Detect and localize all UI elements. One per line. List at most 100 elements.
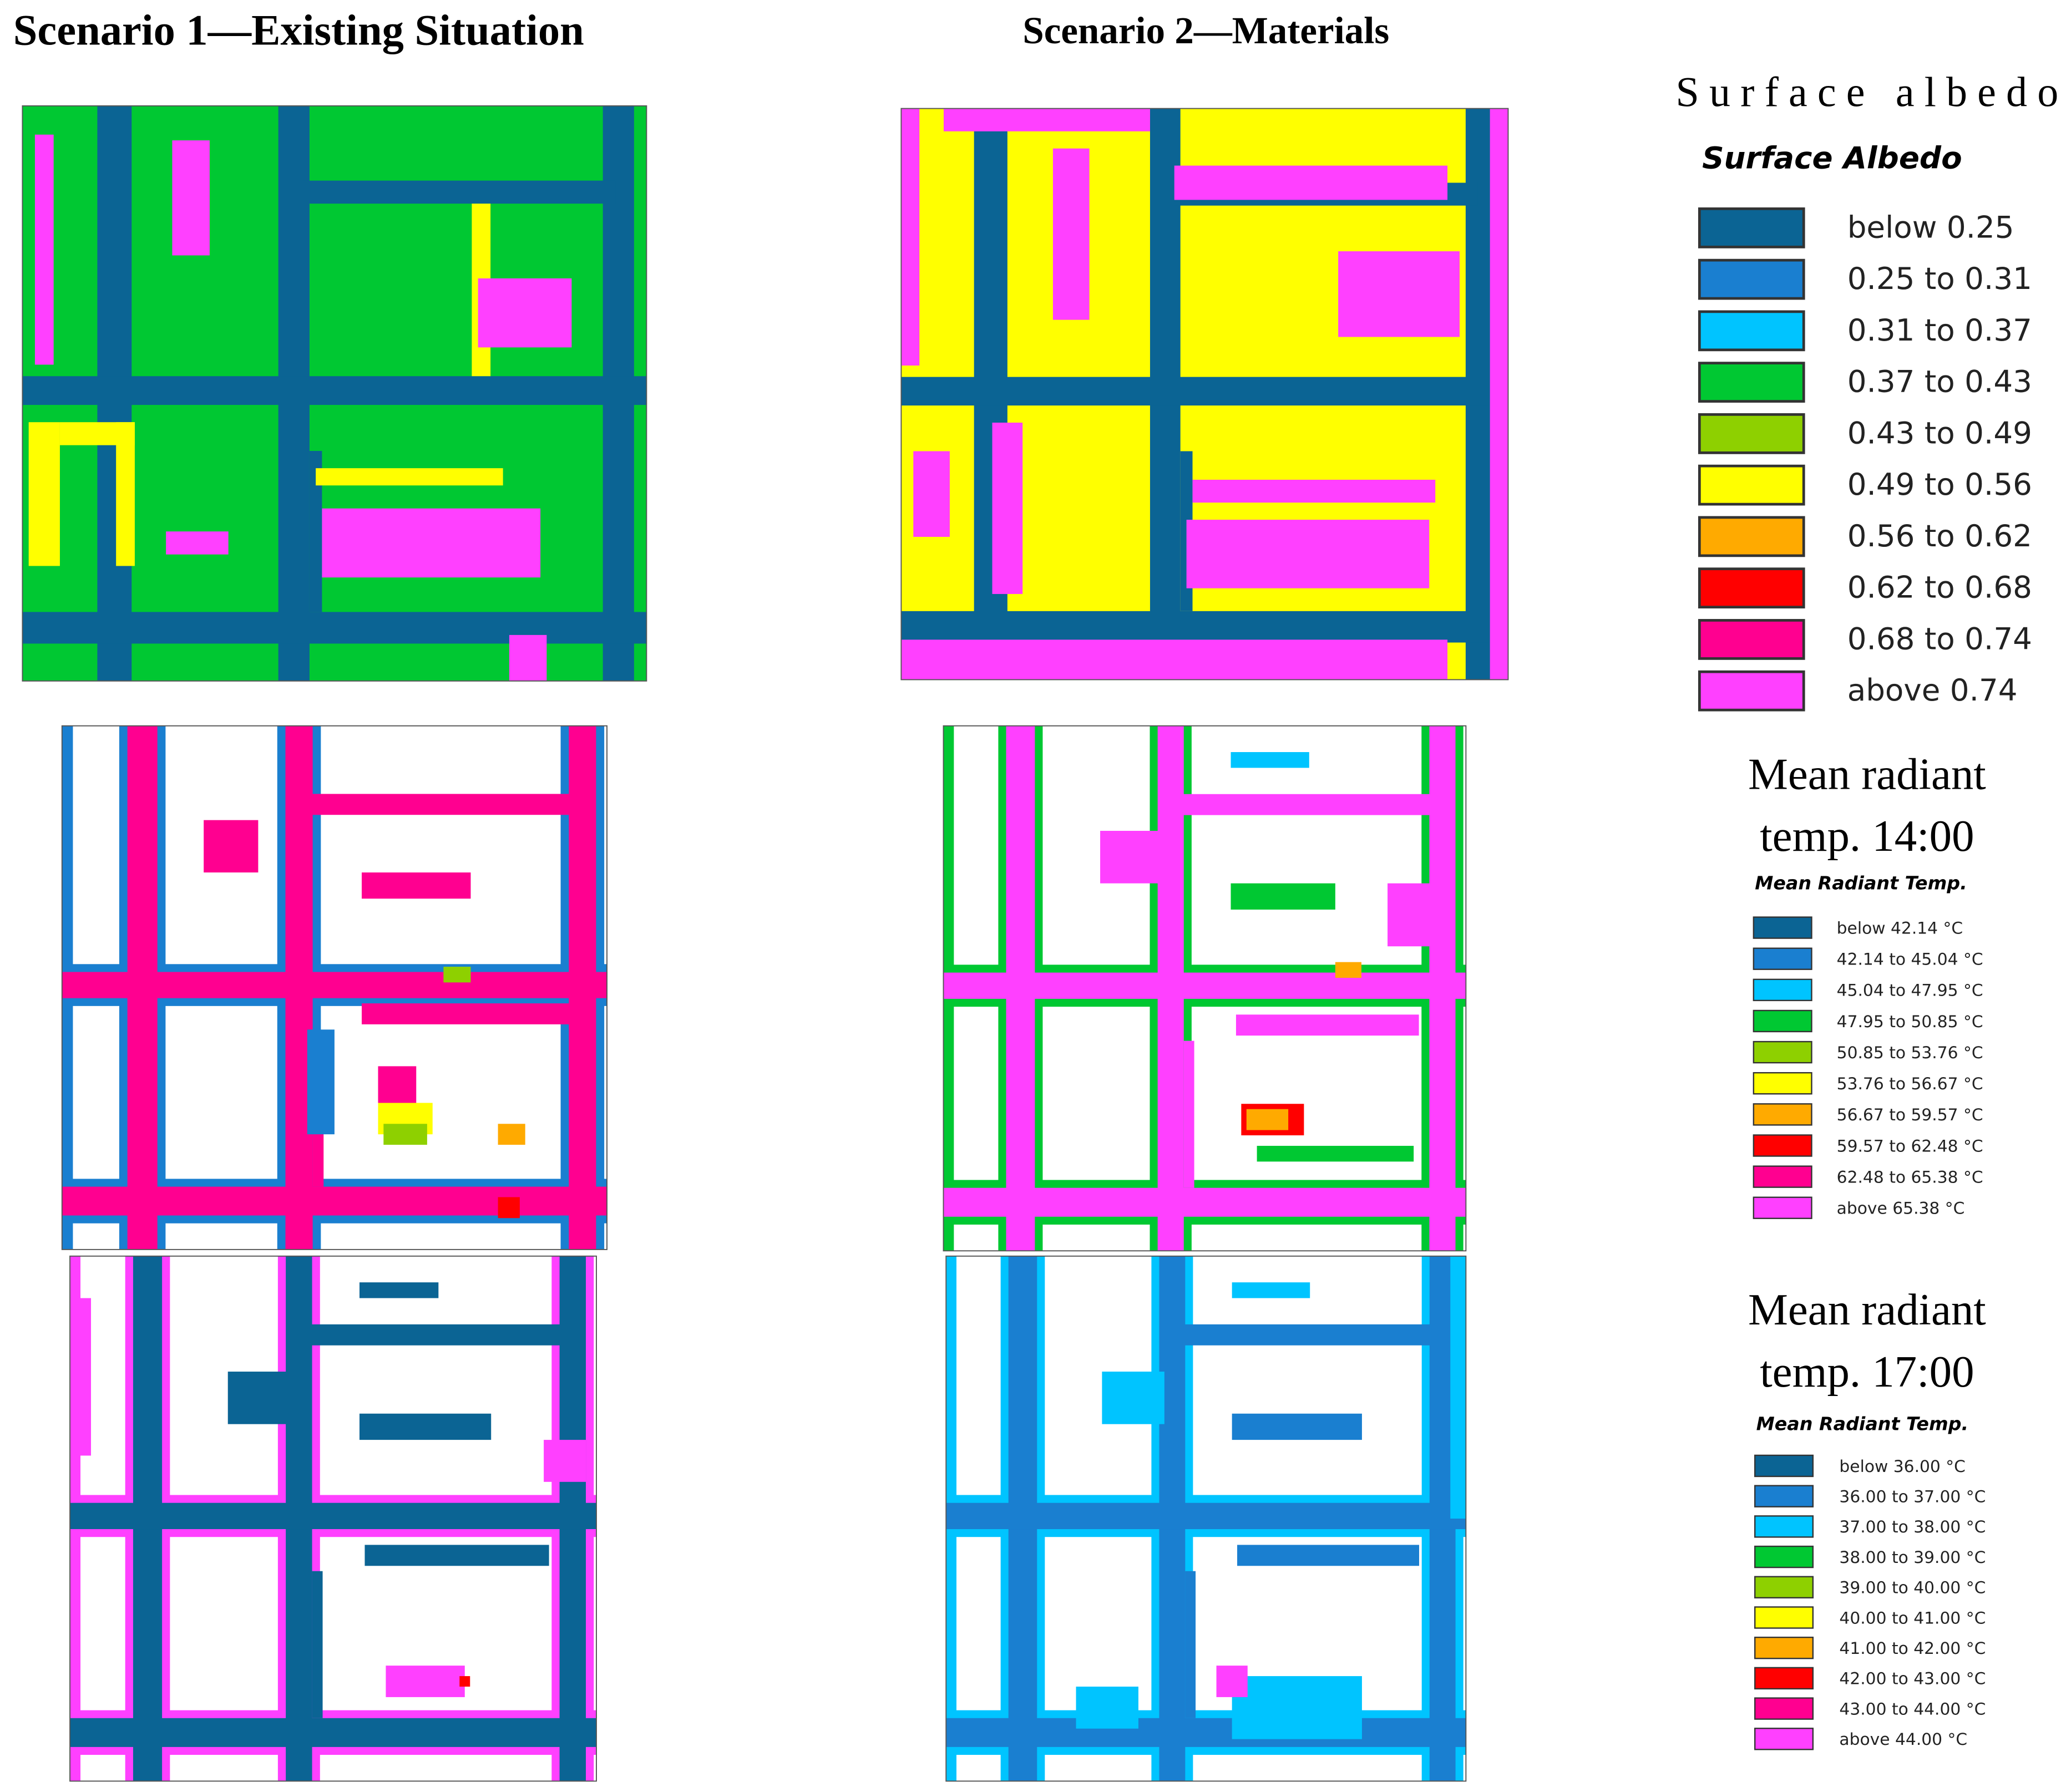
map-patch	[478, 278, 572, 348]
legend-label: 47.95 to 50.85 °C	[1837, 1012, 1983, 1032]
map-patch	[322, 508, 541, 578]
map-patch	[1257, 1145, 1414, 1162]
map-patch	[359, 1282, 439, 1298]
map-patch	[1232, 1413, 1362, 1440]
legend-label: 40.00 to 41.00 °C	[1839, 1608, 1986, 1628]
legend: Surface albedo Surface Albedo below 0.25 0.…	[1676, 69, 2059, 712]
legend-caption: Surface albedo	[1676, 69, 2059, 116]
legend-label: 45.04 to 47.95 °C	[1837, 981, 1983, 1001]
road	[70, 1502, 597, 1530]
map-patch	[1076, 1686, 1139, 1729]
legend-swatch	[1698, 258, 1805, 300]
legend-swatch	[1753, 916, 1812, 939]
legend-swatch	[1754, 1636, 1814, 1659]
legend-label: 0.62 to 0.68	[1847, 570, 2032, 605]
legend-label: below 36.00 °C	[1839, 1457, 1965, 1476]
legend-label: 50.85 to 53.76 °C	[1837, 1043, 1983, 1063]
map-patch	[1246, 1109, 1289, 1130]
legend-label: 42.14 to 45.04 °C	[1837, 950, 1983, 969]
legend-swatch	[1753, 1196, 1812, 1219]
road	[943, 972, 1466, 999]
legend-label: 0.68 to 0.74	[1847, 621, 2032, 656]
map-patch	[498, 1124, 525, 1145]
map-patch	[1450, 1256, 1466, 1519]
legend-swatch	[1754, 1697, 1814, 1720]
legend-swatch	[1698, 413, 1805, 454]
legend-caption: Mean radiant	[1748, 749, 1986, 799]
map-patch	[34, 134, 54, 365]
legend-label: above 44.00 °C	[1839, 1730, 1967, 1749]
legend-label: 0.43 to 0.49	[1847, 415, 2032, 450]
legend-label: 36.00 to 37.00 °C	[1839, 1488, 1986, 1507]
legend-label: below 42.14 °C	[1837, 918, 1963, 938]
legend-swatch	[1754, 1728, 1814, 1750]
legend-swatch	[1753, 1103, 1812, 1126]
legend-caption: temp. 14:00	[1760, 811, 1974, 861]
legend-label: 42.00 to 43.00 °C	[1839, 1669, 1986, 1689]
map-patch	[1232, 1676, 1362, 1739]
legend-label: below 0.25	[1847, 209, 2014, 245]
legend-swatch	[1698, 619, 1805, 660]
legend-swatch	[1698, 362, 1805, 403]
road	[303, 180, 616, 204]
legend-label: 39.00 to 40.00 °C	[1839, 1578, 1986, 1598]
road	[1178, 794, 1440, 815]
legend-label: 37.00 to 38.00 °C	[1839, 1517, 1986, 1537]
legend-swatch	[1698, 567, 1805, 609]
map-patch	[459, 1676, 470, 1687]
scenario-title: Scenario 2—Materials	[1022, 9, 1389, 52]
map-patch	[443, 967, 471, 983]
legend-label: 62.48 to 65.38 °C	[1837, 1167, 1983, 1187]
map-patch	[913, 451, 950, 537]
road	[307, 1324, 570, 1346]
road	[946, 1502, 1466, 1530]
road	[1183, 1040, 1194, 1188]
scenario-title: Scenario 1—Existing Situation	[13, 6, 584, 54]
road	[901, 611, 1508, 643]
map-panel	[943, 725, 1467, 1252]
legend-swatch	[1754, 1545, 1814, 1568]
legend-label: 0.31 to 0.37	[1847, 312, 2032, 348]
road	[307, 794, 580, 815]
map-panel	[22, 105, 647, 682]
road	[1179, 1324, 1440, 1346]
map-patch	[70, 1298, 92, 1456]
legend-swatch	[1754, 1606, 1814, 1629]
map-patch	[1237, 1545, 1420, 1566]
map-patch	[307, 1029, 335, 1135]
map-patch	[1186, 520, 1430, 588]
map-patch	[498, 1197, 520, 1219]
map-patch	[1174, 165, 1448, 200]
legend-label: above 0.74	[1847, 672, 2018, 708]
legend-label: 0.37 to 0.43	[1847, 364, 2032, 399]
legend-label: 38.00 to 39.00 °C	[1839, 1548, 1986, 1567]
legend-label: 41.00 to 42.00 °C	[1839, 1639, 1986, 1658]
map-panel	[900, 108, 1509, 681]
map-patch	[509, 634, 547, 681]
map-patch	[172, 140, 210, 256]
map-patch	[116, 422, 135, 566]
maps	[22, 105, 1509, 1782]
map-patch	[204, 820, 259, 873]
road	[1185, 1571, 1196, 1718]
map-patch	[1387, 883, 1440, 947]
map-patch	[362, 1003, 580, 1024]
map-frame	[943, 725, 1467, 1252]
map-patch	[544, 1440, 586, 1482]
road	[901, 377, 1508, 406]
legend-title: Mean Radiant Temp.	[1755, 872, 1967, 894]
road	[22, 612, 647, 644]
legend-label: 0.25 to 0.31	[1847, 261, 2032, 296]
legend-label: 53.76 to 56.67 °C	[1837, 1074, 1983, 1094]
road	[22, 376, 647, 405]
map-patch	[944, 108, 1150, 131]
map-patch	[364, 1545, 549, 1566]
legend-label: 0.49 to 0.56	[1847, 466, 2032, 502]
map-patch	[28, 422, 60, 566]
legend-title: Surface Albedo	[1702, 140, 1962, 175]
legend-swatch	[1753, 1165, 1812, 1188]
map-patch	[1335, 962, 1361, 978]
road	[70, 1718, 597, 1747]
